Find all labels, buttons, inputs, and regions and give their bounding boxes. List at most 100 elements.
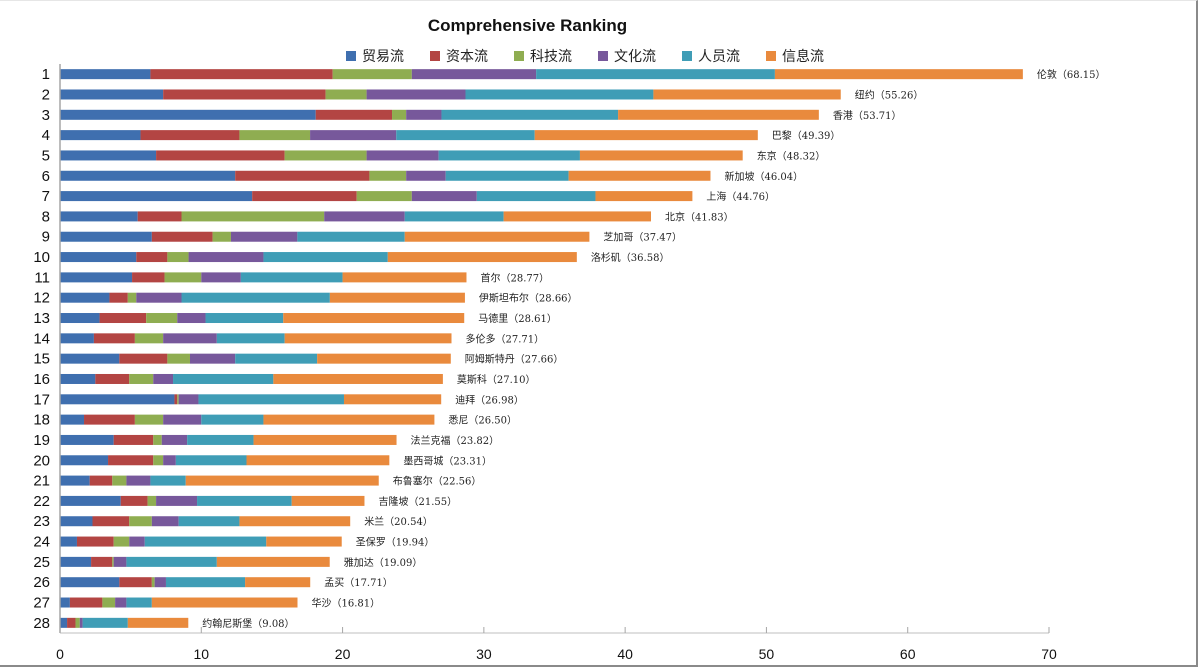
bar-segment bbox=[252, 191, 357, 202]
data-label: 马德里（28.61） bbox=[478, 312, 557, 325]
bar-segment bbox=[60, 109, 316, 120]
bar-segment bbox=[146, 313, 178, 324]
data-label: 墨西哥城（23.31） bbox=[403, 455, 492, 467]
data-label: 巴黎（49.39） bbox=[772, 129, 841, 142]
bar-segment bbox=[329, 292, 465, 303]
category-label: 22 bbox=[33, 493, 50, 510]
bar-segment bbox=[150, 475, 186, 486]
category-label: 6 bbox=[42, 168, 50, 185]
legend-label: 人员流 bbox=[698, 49, 740, 65]
bar-segment bbox=[315, 109, 393, 120]
bar-segment bbox=[406, 170, 446, 181]
bar-segment bbox=[60, 414, 85, 425]
bar-segment bbox=[297, 231, 405, 242]
bar-segment bbox=[618, 109, 819, 120]
bar-segment bbox=[93, 333, 135, 344]
bar-segment bbox=[332, 69, 412, 80]
bar-segment bbox=[411, 191, 477, 202]
bar-segment bbox=[173, 373, 274, 384]
bar-segment bbox=[60, 211, 138, 222]
bar-segment bbox=[325, 89, 367, 100]
bar-segment bbox=[127, 292, 137, 303]
bar-segment bbox=[60, 292, 110, 303]
category-label: 3 bbox=[42, 107, 50, 124]
bar-segment bbox=[99, 313, 147, 324]
bar-segment bbox=[150, 69, 333, 80]
data-label: 布鲁塞尔（22.56） bbox=[393, 475, 482, 488]
data-label: 芝加哥（37.47） bbox=[603, 231, 682, 244]
bar-segment bbox=[438, 150, 580, 161]
legend-swatch bbox=[682, 51, 692, 61]
bar-segment bbox=[240, 272, 343, 283]
category-label: 11 bbox=[34, 269, 50, 286]
data-label: 孟买（17.71） bbox=[324, 577, 393, 589]
bar-segment bbox=[396, 130, 535, 141]
bar-segment bbox=[95, 373, 130, 384]
bar-segment bbox=[310, 130, 397, 141]
bar-segment bbox=[60, 455, 109, 466]
category-label: 24 bbox=[33, 534, 50, 551]
bar-segment bbox=[245, 577, 311, 588]
bar-segment bbox=[60, 597, 70, 608]
data-label: 法兰克福（23.82） bbox=[411, 434, 500, 447]
legend: 贸易流 资本流 科技流 文化流 人员流 信息流 bbox=[346, 46, 850, 66]
bar-segment bbox=[653, 89, 841, 100]
bar-segment bbox=[284, 333, 452, 344]
bar-segment bbox=[60, 516, 93, 527]
data-label: 雅加达（19.09） bbox=[344, 556, 423, 569]
bar-segment bbox=[212, 231, 231, 242]
bar-segment bbox=[136, 292, 182, 303]
bar-segment bbox=[185, 475, 379, 486]
bar-segment bbox=[151, 231, 213, 242]
bar-segment bbox=[579, 150, 743, 161]
bar-segment bbox=[82, 617, 128, 628]
bar-segment bbox=[60, 252, 137, 263]
bar-segment bbox=[84, 414, 135, 425]
bar-segment bbox=[126, 475, 151, 486]
bar-segment bbox=[177, 313, 206, 324]
bar-segment bbox=[536, 69, 775, 80]
bar-segment bbox=[60, 89, 164, 100]
category-label: 2 bbox=[42, 86, 50, 103]
x-tick-label: 0 bbox=[56, 646, 64, 662]
bar-segment bbox=[163, 455, 176, 466]
category-label: 16 bbox=[33, 371, 50, 388]
bar-segment bbox=[273, 373, 443, 384]
bar-segment bbox=[404, 231, 590, 242]
axes-group: 1234567891011121314151617181920212223242… bbox=[33, 64, 1057, 662]
category-label: 28 bbox=[33, 615, 50, 632]
bar-segment bbox=[134, 333, 164, 344]
bar-segment bbox=[156, 495, 198, 506]
bar-segment bbox=[112, 475, 127, 486]
bar-segment bbox=[317, 353, 451, 364]
bar-segment bbox=[366, 89, 466, 100]
bar-segment bbox=[568, 170, 711, 181]
bar-segment bbox=[60, 373, 96, 384]
category-label: 17 bbox=[33, 391, 50, 408]
x-tick-label: 30 bbox=[476, 646, 492, 662]
bar-segment bbox=[205, 313, 284, 324]
bar-segment bbox=[153, 373, 174, 384]
bar-segment bbox=[263, 414, 435, 425]
bar-segment bbox=[126, 597, 152, 608]
bar-segment bbox=[132, 272, 165, 283]
bar-segment bbox=[126, 556, 217, 567]
data-label: 多伦多（27.71） bbox=[466, 332, 545, 345]
bar-segment bbox=[476, 191, 596, 202]
bar-segment bbox=[324, 211, 405, 222]
chart-title: Comprehensive Ranking bbox=[427, 16, 628, 35]
bar-segment bbox=[75, 617, 80, 628]
bar-segment bbox=[198, 394, 344, 405]
bar-segment bbox=[188, 252, 264, 263]
bar-segment bbox=[164, 272, 202, 283]
bar-segment bbox=[89, 475, 113, 486]
bar-segment bbox=[76, 536, 114, 547]
legend-item: 人员流 bbox=[682, 46, 766, 66]
bar-segment bbox=[161, 434, 188, 445]
bar-segment bbox=[60, 394, 175, 405]
bar-segment bbox=[60, 150, 157, 161]
bar-segment bbox=[60, 333, 94, 344]
bar-segment bbox=[151, 577, 155, 588]
x-tick-label: 20 bbox=[335, 646, 351, 662]
data-label: 上海（44.76） bbox=[706, 190, 775, 203]
